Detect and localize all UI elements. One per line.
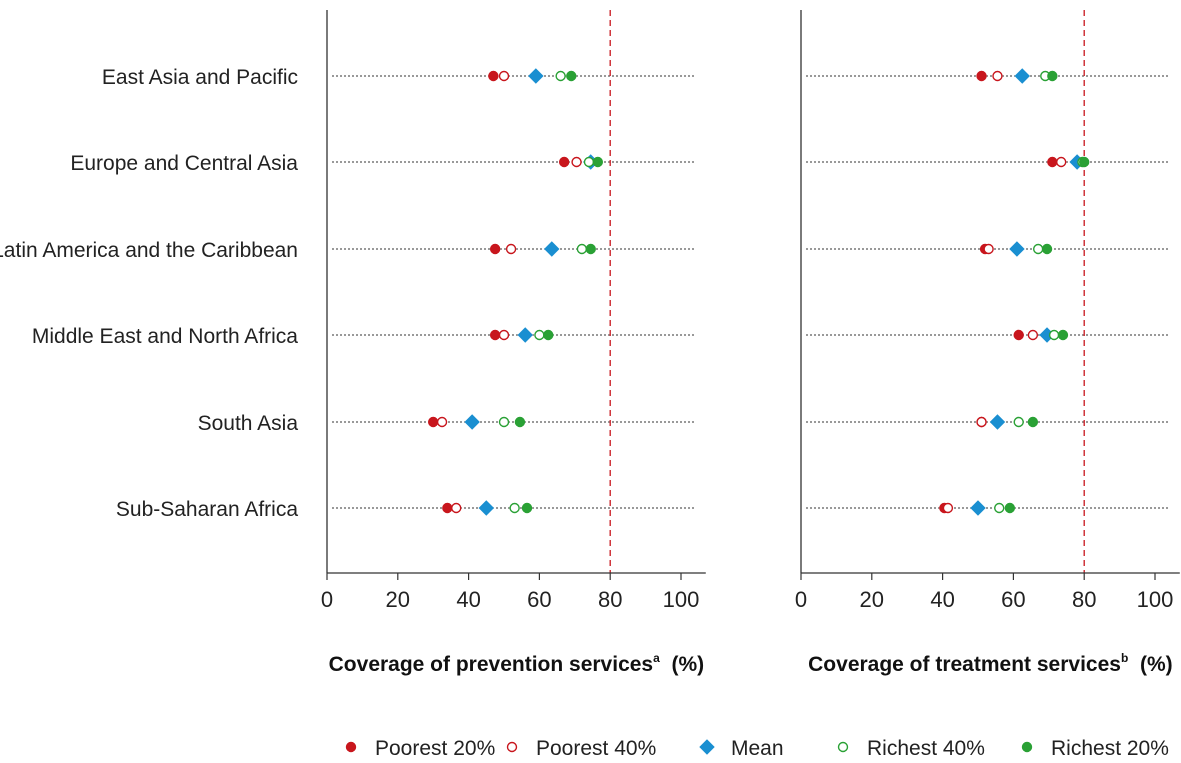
legend-label-poorest-20: Poorest 20% (375, 737, 495, 760)
x-tick-label: 0 (795, 587, 807, 612)
x-axis-title-superscript: a (653, 651, 660, 665)
point-poorest-40 (992, 70, 1003, 82)
x-tick-label: 80 (598, 587, 622, 612)
x-tick-label: 40 (456, 587, 480, 612)
point-poorest-20 (489, 243, 501, 255)
point-mean (464, 414, 480, 430)
point-richest-20 (514, 416, 526, 428)
point-richest-40 (1032, 243, 1044, 255)
point-mean (544, 241, 560, 257)
point-poorest-20 (1013, 329, 1024, 341)
point-poorest-40 (436, 416, 448, 428)
point-poorest-40 (983, 243, 994, 255)
point-mean (1014, 68, 1030, 84)
point-richest-40 (555, 70, 566, 82)
legend: Poorest 20% Poorest 40% Mean Richest 40% Ric… (345, 737, 1169, 760)
point-richest-20 (566, 70, 577, 82)
point-richest-20 (1047, 70, 1058, 82)
point-richest-20 (1041, 243, 1053, 255)
chart-panel-1: 0 20 40 60 80 100 East Asia and Pacific Europe … (0, 10, 706, 676)
point-poorest-20 (976, 70, 987, 82)
point-richest-20 (1027, 416, 1039, 428)
point-poorest-40 (1027, 329, 1039, 341)
x-axis-title-text: Coverage of treatment services (808, 653, 1121, 676)
point-richest-40 (534, 329, 545, 341)
x-tick-label: 100 (663, 587, 700, 612)
point-mean (1009, 241, 1025, 257)
point-richest-40 (498, 416, 510, 428)
legend-marker-poorest-20 (345, 741, 357, 753)
x-tick-label: 60 (1001, 587, 1025, 612)
point-poorest-40 (571, 156, 582, 168)
x-axis-title-superscript: b (1121, 651, 1128, 665)
point-poorest-20 (442, 502, 453, 514)
category-label: Latin America and the Caribbean (0, 239, 298, 262)
category-label: South Asia (198, 412, 299, 435)
point-richest-40 (583, 156, 595, 168)
x-axis-title-unit: (%) (660, 653, 704, 676)
legend-marker-mean (699, 739, 715, 755)
x-tick-label: 20 (386, 587, 410, 612)
x-axis-title-unit: (%) (1128, 653, 1172, 676)
point-richest-20 (521, 502, 533, 514)
point-poorest-20 (1047, 156, 1058, 168)
point-mean (528, 68, 544, 84)
point-richest-20 (1057, 329, 1069, 341)
x-axis-title: Coverage of prevention servicesa (%) (329, 651, 704, 676)
point-richest-20 (585, 243, 596, 255)
category-label: Europe and Central Asia (70, 152, 298, 175)
legend-label-richest-20: Richest 20% (1051, 737, 1169, 760)
legend-marker-poorest-40 (506, 741, 518, 753)
x-tick-label: 20 (860, 587, 884, 612)
point-poorest-40 (942, 502, 954, 514)
point-richest-20 (543, 329, 554, 341)
point-richest-40 (576, 243, 588, 255)
x-tick-label: 40 (930, 587, 954, 612)
point-poorest-40 (498, 70, 510, 82)
x-axis-title: Coverage of treatment servicesb (%) (808, 651, 1172, 676)
point-mean (517, 327, 533, 343)
point-poorest-20 (428, 416, 439, 428)
x-axis-title-text: Coverage of prevention services (329, 653, 653, 676)
point-poorest-40 (498, 329, 510, 341)
point-richest-20 (1078, 156, 1090, 168)
point-richest-20 (1004, 502, 1016, 514)
legend-marker-richest-40 (837, 741, 849, 753)
point-mean (970, 500, 986, 516)
legend-marker-richest-20 (1021, 741, 1033, 753)
point-richest-40 (994, 502, 1005, 514)
point-poorest-40 (505, 243, 517, 255)
x-tick-label: 0 (321, 587, 333, 612)
legend-label-mean: Mean (731, 737, 784, 760)
x-tick-label: 60 (527, 587, 551, 612)
category-label: East Asia and Pacific (102, 66, 298, 89)
point-poorest-20 (488, 70, 499, 82)
point-richest-20 (592, 156, 604, 168)
category-label: Sub-Saharan Africa (116, 498, 298, 521)
point-poorest-20 (489, 329, 501, 341)
point-richest-40 (1048, 329, 1060, 341)
point-mean (989, 414, 1006, 430)
point-poorest-40 (451, 502, 462, 514)
point-richest-40 (1013, 416, 1024, 428)
point-richest-40 (509, 502, 520, 514)
legend-label-richest-40: Richest 40% (867, 737, 985, 760)
point-poorest-20 (558, 156, 570, 168)
point-poorest-40 (1055, 156, 1067, 168)
legend-label-poorest-40: Poorest 40% (536, 737, 656, 760)
point-mean (478, 500, 495, 516)
point-poorest-40 (976, 416, 987, 428)
category-label: Middle East and North Africa (32, 325, 298, 348)
x-tick-label: 100 (1137, 587, 1174, 612)
x-tick-label: 80 (1072, 587, 1096, 612)
chart-panel-2: 0 20 40 60 80 100 Coverage of treatment servic… (795, 10, 1180, 676)
